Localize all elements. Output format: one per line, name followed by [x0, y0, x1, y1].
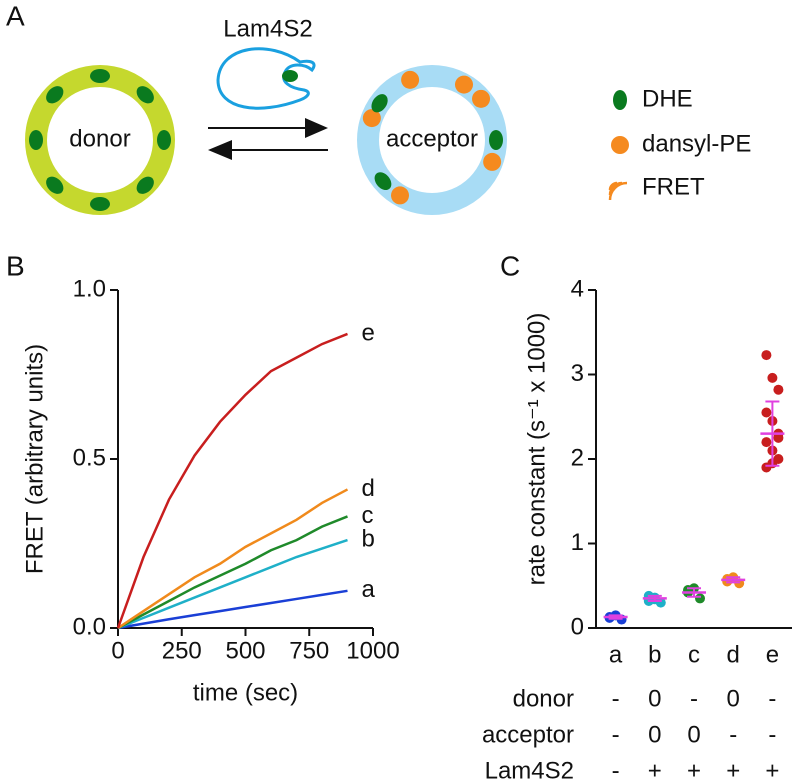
condition-value: -	[612, 685, 620, 712]
y-tick-label: 0.5	[73, 444, 106, 471]
x-tick-label: 500	[225, 637, 265, 664]
sterol	[136, 176, 154, 194]
sterol-icon	[282, 70, 298, 82]
dansyl	[483, 152, 502, 171]
panel-label: B	[6, 250, 25, 281]
y-tick-label: 0	[571, 613, 584, 640]
data-point	[767, 372, 778, 383]
arrow-head	[208, 140, 232, 160]
sterol	[29, 130, 43, 150]
data-point	[761, 437, 772, 448]
series-line	[117, 515, 348, 630]
x-axis-title: time (sec)	[193, 679, 298, 706]
axis	[595, 290, 792, 629]
data-point	[773, 384, 784, 395]
protein-icon	[216, 47, 316, 110]
series-label: b	[362, 525, 375, 552]
condition-value: -	[612, 721, 620, 748]
series-label: e	[362, 319, 375, 346]
legend-text: FRET	[642, 173, 705, 200]
legend-text: DHE	[642, 85, 693, 112]
x-tick-label: c	[688, 641, 700, 668]
sterol	[489, 130, 503, 150]
x-tick-label: e	[766, 641, 779, 668]
dansyl	[401, 70, 420, 89]
legend-fret	[608, 181, 628, 201]
dansyl	[472, 89, 491, 108]
y-tick-label: 2	[571, 444, 584, 471]
acceptor-label: acceptor	[386, 125, 478, 152]
y-tick-label: 0.0	[73, 613, 106, 640]
condition-value: 0	[687, 721, 700, 748]
dansyl	[362, 109, 381, 128]
condition-value: +	[726, 757, 740, 781]
panel-label: C	[500, 250, 520, 281]
condition-value: 0	[727, 685, 740, 712]
legend-text: dansyl-PE	[642, 130, 751, 157]
sterol	[90, 197, 110, 211]
condition-name: Lam4S2	[485, 757, 574, 781]
data-point	[695, 593, 705, 604]
condition-value: +	[648, 757, 662, 781]
condition-value: +	[765, 757, 779, 781]
condition-value: 0	[648, 685, 661, 712]
x-tick-label: b	[648, 641, 661, 668]
y-axis-title: FRET (arbitrary units)	[21, 344, 48, 574]
legend-dhe	[613, 90, 627, 110]
x-tick-label: 250	[162, 637, 202, 664]
acceptor-lipids	[362, 70, 503, 205]
series-label: c	[362, 502, 374, 529]
series-label: a	[362, 576, 376, 603]
y-tick-label: 4	[571, 275, 584, 302]
x-tick-label: d	[727, 641, 740, 668]
y-axis-title: rate constant (s⁻¹ x 1000)	[523, 313, 550, 586]
condition-value: -	[768, 685, 776, 712]
series-label: d	[362, 475, 375, 502]
condition-value: -	[612, 757, 620, 781]
y-tick-label: 1	[571, 529, 584, 556]
data-point	[761, 350, 772, 361]
sterol	[46, 86, 64, 104]
sterol	[371, 94, 388, 113]
condition-value: 0	[648, 721, 661, 748]
data-point	[773, 432, 784, 443]
x-tick-label: a	[609, 641, 623, 668]
panel-a: A donor acceptor Lam4S2 DHE dansyl-PE FR…	[6, 0, 751, 215]
condition-value: -	[768, 721, 776, 748]
y-tick-label: 1.0	[73, 275, 106, 302]
condition-value: +	[687, 757, 701, 781]
y-tick-label: 3	[571, 360, 584, 387]
x-tick-label: 750	[289, 637, 329, 664]
condition-name: acceptor	[482, 721, 574, 748]
arrow-head	[305, 118, 328, 138]
condition-value: -	[729, 721, 737, 748]
x-tick-label: 1000	[346, 637, 399, 664]
dansyl	[391, 186, 409, 205]
dansyl	[455, 75, 473, 94]
sterol	[136, 86, 154, 104]
data-point	[761, 407, 772, 418]
sterol	[157, 130, 171, 150]
x-tick-label: 0	[111, 637, 124, 664]
sterol	[90, 69, 110, 83]
legend-dansyl	[611, 136, 629, 154]
panel-label: A	[6, 0, 25, 31]
series-line	[117, 589, 348, 630]
sterol	[374, 172, 392, 191]
condition-value: -	[690, 685, 698, 712]
donor-label: donor	[69, 125, 130, 152]
protein-label: Lam4S2	[223, 15, 312, 42]
sterol	[46, 176, 64, 194]
series-line	[117, 538, 348, 630]
donor-sterols	[29, 69, 171, 211]
series-line	[116, 332, 348, 629]
condition-name: donor	[513, 685, 574, 712]
series-line	[117, 488, 349, 630]
